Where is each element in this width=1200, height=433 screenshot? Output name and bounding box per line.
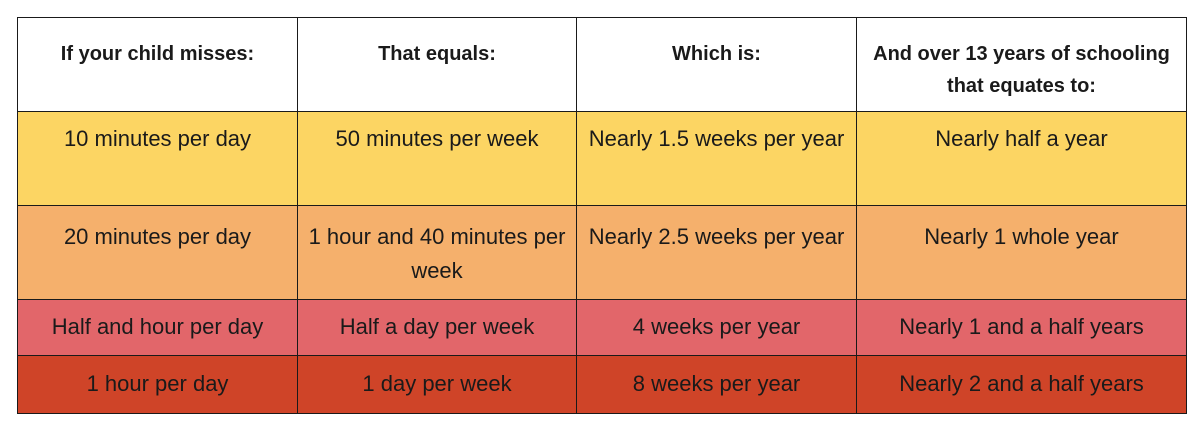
table-cell: Nearly half a year bbox=[856, 111, 1187, 206]
header-child-misses: If your child misses: bbox=[17, 17, 298, 112]
header-that-equals: That equals: bbox=[297, 17, 577, 112]
header-which-is: Which is: bbox=[576, 17, 857, 112]
table-cell: 20 minutes per day bbox=[17, 205, 298, 300]
table-header-row: If your child misses: That equals: Which… bbox=[17, 17, 1187, 112]
table-row: Half and hour per day Half a day per wee… bbox=[17, 299, 1187, 356]
header-over-13-years: And over 13 years of schooling that equa… bbox=[856, 17, 1187, 112]
table-cell: 1 day per week bbox=[297, 355, 577, 414]
table-cell: Nearly 1.5 weeks per year bbox=[576, 111, 857, 206]
table-cell: Half a day per week bbox=[297, 299, 577, 356]
table-cell: Nearly 2 and a half years bbox=[856, 355, 1187, 414]
table-row: 20 minutes per day 1 hour and 40 minutes… bbox=[17, 205, 1187, 300]
table-cell: 1 hour per day bbox=[17, 355, 298, 414]
table-cell: 4 weeks per year bbox=[576, 299, 857, 356]
table-row: 10 minutes per day 50 minutes per week N… bbox=[17, 111, 1187, 206]
table-row: 1 hour per day 1 day per week 8 weeks pe… bbox=[17, 355, 1187, 414]
table-cell: Half and hour per day bbox=[17, 299, 298, 356]
table-cell: 8 weeks per year bbox=[576, 355, 857, 414]
table-cell: Nearly 1 and a half years bbox=[856, 299, 1187, 356]
table-cell: 1 hour and 40 minutes per week bbox=[297, 205, 577, 300]
table-cell: Nearly 1 whole year bbox=[856, 205, 1187, 300]
table-cell: 50 minutes per week bbox=[297, 111, 577, 206]
table-cell: Nearly 2.5 weeks per year bbox=[576, 205, 857, 300]
table-cell: 10 minutes per day bbox=[17, 111, 298, 206]
attendance-impact-table: If your child misses: That equals: Which… bbox=[17, 17, 1187, 414]
